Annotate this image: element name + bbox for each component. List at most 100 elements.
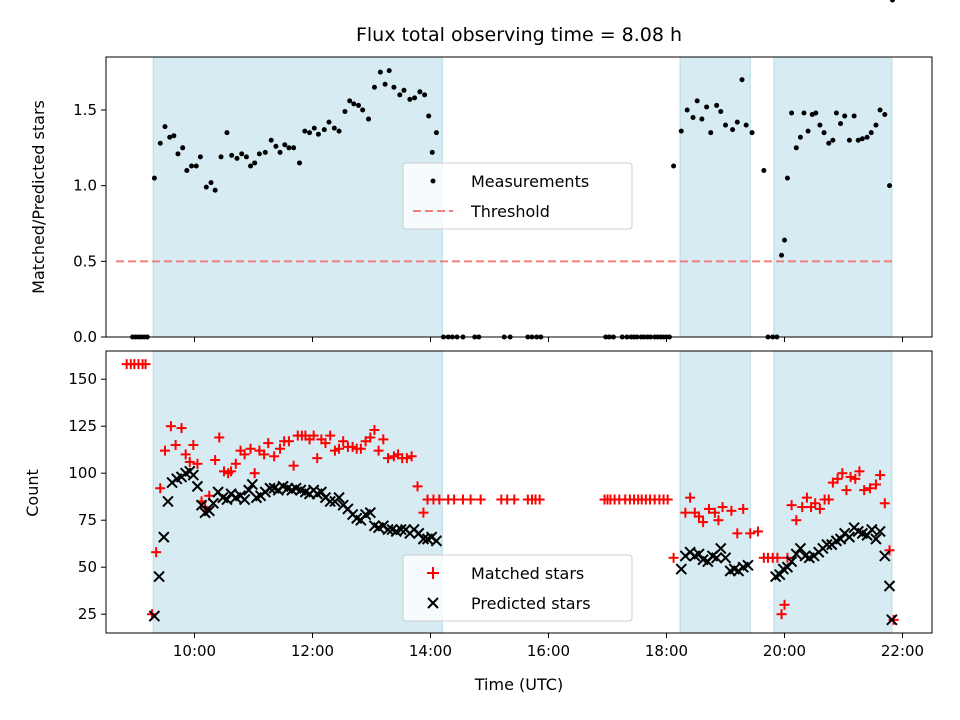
measurement-point: [151, 175, 157, 181]
measurement-point: [351, 101, 357, 107]
matched-star-point: [709, 507, 720, 518]
predicted-star-point: [203, 505, 215, 517]
matched-star-point: [245, 443, 256, 454]
bottom-legend: Matched stars Predicted stars: [402, 554, 633, 622]
measurement-point: [671, 163, 677, 169]
measurement-point: [789, 110, 795, 116]
predicted-star-point: [148, 610, 161, 622]
predicted-star-point: [675, 563, 687, 575]
matched-star-point: [412, 481, 423, 492]
top-y-axis: 0.0 0.5 1.0 1.5: [73, 101, 106, 346]
predicted-star-point: [790, 548, 803, 560]
matched-star-point: [308, 430, 319, 441]
measurement-point: [229, 152, 235, 158]
matched-star-point: [188, 440, 199, 450]
matched-star-point: [693, 511, 704, 522]
predicted-star-point: [324, 495, 336, 508]
matched-star-point: [776, 609, 787, 620]
top-panel: 0.0 0.5 1.0 1.5 Matched/Predicted stars Mea…: [29, 0, 933, 346]
measurement-point: [793, 145, 799, 151]
predicted-star-point: [710, 552, 723, 564]
measurement-point: [321, 127, 327, 133]
measurement-point: [801, 110, 807, 116]
matched-star-point: [738, 503, 749, 514]
measurement-point: [779, 252, 785, 258]
matched-star-point: [732, 528, 743, 539]
measurement-point: [694, 98, 700, 104]
predicted-star-point: [264, 482, 276, 494]
measurement-point: [180, 145, 186, 151]
measurement-point: [286, 145, 292, 151]
matched-star-point: [814, 503, 825, 514]
shaded-interval: [773, 56, 893, 338]
measurement-point: [307, 130, 313, 136]
matched-star-point: [801, 492, 812, 503]
top-y-axis-label: Matched/Predicted stars: [29, 100, 48, 294]
matched-star-point: [680, 507, 691, 518]
matched-star-point: [180, 449, 191, 460]
measurement-point: [846, 137, 852, 143]
predicted-star-point: [162, 495, 174, 508]
matched-star-point: [239, 449, 250, 460]
predicted-star-point: [430, 535, 443, 547]
measurement-point: [749, 130, 755, 136]
measurement-point: [805, 128, 811, 134]
predicted-star-point: [794, 542, 807, 555]
matched-star-point: [369, 424, 380, 435]
matched-star-point: [176, 423, 187, 434]
measurement-point: [714, 102, 720, 108]
x-tick-label: 10:00: [173, 642, 216, 660]
measurement-point: [704, 104, 710, 110]
matched-star-point: [192, 458, 203, 469]
matched-star-point: [854, 466, 865, 477]
x-tick-label: 16:00: [527, 642, 570, 660]
measurement-point: [268, 137, 274, 143]
matched-star-point: [845, 471, 856, 482]
matched-star-point: [779, 599, 790, 610]
matched-star-point: [786, 500, 797, 511]
matched-star-point: [698, 517, 709, 528]
matched-star-point: [288, 460, 299, 471]
matched-star-point: [465, 494, 476, 505]
matched-star-point: [888, 614, 899, 625]
measurement-point: [830, 137, 836, 143]
matched-star-point: [401, 453, 412, 464]
predicted-star-point: [246, 478, 259, 491]
predicted-legend-marker: [427, 597, 439, 609]
shaded-interval: [679, 56, 751, 338]
predicted-star-point: [238, 493, 251, 506]
measurement-point: [826, 140, 832, 146]
matched-star-point: [325, 430, 336, 441]
measurement-point: [699, 116, 705, 122]
predicted-stars-series: [148, 465, 898, 626]
predicted-star-point: [870, 533, 882, 545]
measurement-point: [813, 110, 819, 116]
bottom-y-axis-label: Count: [23, 469, 42, 517]
measurement-point: [347, 98, 353, 104]
predicted-star-point: [715, 542, 727, 555]
measurement-point: [851, 113, 857, 119]
y-tick-label: 150: [68, 370, 97, 388]
matched-stars-series: [121, 359, 899, 625]
measurement-point: [433, 130, 439, 136]
measurement-point: [234, 155, 240, 161]
measurement-point: [356, 102, 362, 108]
measurement-point: [218, 154, 224, 160]
measurement-point: [690, 115, 696, 121]
y-tick-label: 0.0: [73, 328, 97, 346]
x-tick-label: 22:00: [881, 642, 924, 660]
matched-star-point: [449, 494, 460, 505]
matched-star-point: [170, 440, 181, 450]
measurement-point: [382, 81, 388, 87]
top-axes-frame: [105, 56, 933, 338]
predicted-star-point: [781, 561, 794, 573]
measurement-point: [212, 187, 218, 193]
measurement-point: [189, 163, 195, 169]
matched-star-point: [668, 552, 679, 563]
measurement-point: [821, 130, 827, 136]
predicted-star-point: [883, 580, 896, 592]
shaded-interval: [679, 350, 751, 634]
predicted-star-point: [866, 523, 878, 536]
measurement-point: [842, 113, 848, 119]
measurement-point: [723, 122, 728, 128]
